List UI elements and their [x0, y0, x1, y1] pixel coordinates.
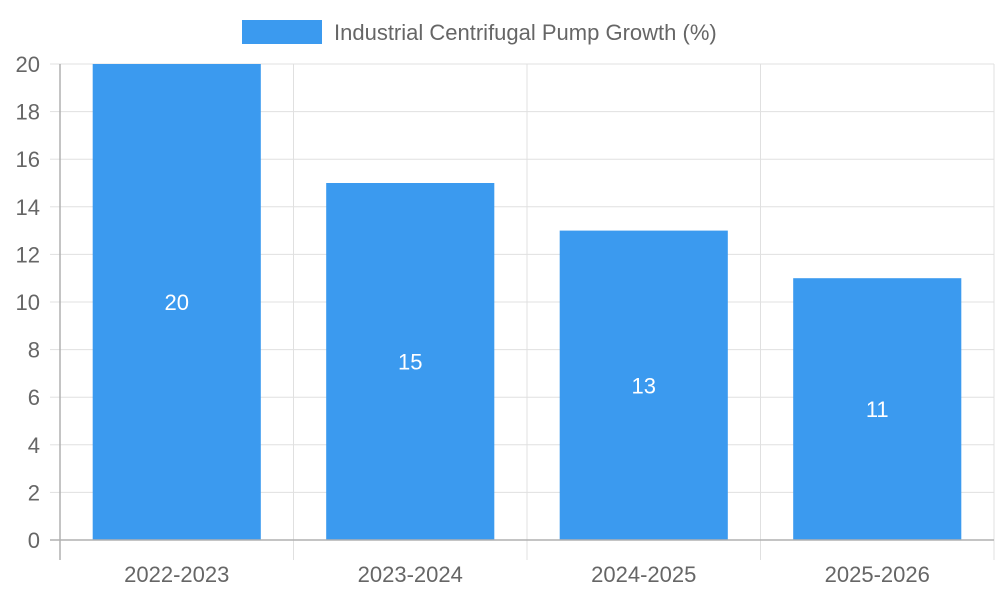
x-tick-label: 2025-2026 — [825, 562, 930, 587]
tick-labels: 0 2 4 6 8 10 12 14 16 18 20 2022-2023 2023-2024 2024-… — [16, 52, 930, 587]
y-tick-label: 4 — [28, 433, 40, 458]
bars: 20 15 13 11 — [92, 64, 962, 540]
y-tick-label: 6 — [28, 385, 40, 410]
y-tick-label: 14 — [16, 195, 40, 220]
y-tick-label: 10 — [16, 290, 40, 315]
legend-swatch — [242, 20, 322, 44]
legend[interactable]: Industrial Centrifugal Pump Growth (%) — [242, 20, 717, 45]
y-tick-label: 2 — [28, 480, 40, 505]
x-tick-label: 2023-2024 — [358, 562, 463, 587]
y-tick-label: 0 — [28, 528, 40, 553]
x-tick-label: 2024-2025 — [591, 562, 696, 587]
bar-data-label: 11 — [866, 397, 889, 422]
legend-label: Industrial Centrifugal Pump Growth (%) — [334, 20, 717, 45]
bar-data-label: 20 — [165, 290, 189, 315]
y-tick-label: 18 — [16, 100, 40, 125]
y-tick-label: 12 — [16, 242, 40, 267]
bar[interactable] — [793, 278, 962, 540]
x-tick-label: 2022-2023 — [124, 562, 229, 587]
bar-data-label: 13 — [632, 373, 656, 398]
bar[interactable] — [326, 183, 495, 540]
bar[interactable] — [559, 230, 728, 540]
y-tick-label: 20 — [16, 52, 40, 77]
y-tick-label: 8 — [28, 338, 40, 363]
bar-data-label: 15 — [398, 350, 422, 375]
axes — [50, 64, 994, 560]
y-tick-label: 16 — [16, 147, 40, 172]
bar[interactable] — [92, 64, 261, 540]
